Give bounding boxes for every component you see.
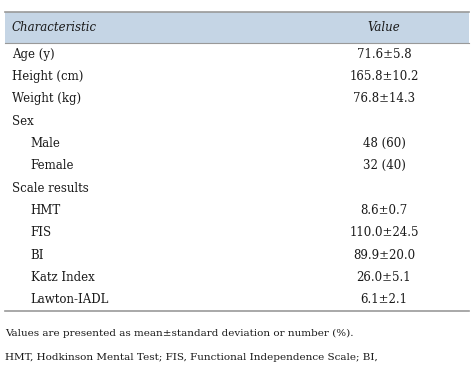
Text: HMT, Hodkinson Mental Test; FIS, Functional Independence Scale; BI,: HMT, Hodkinson Mental Test; FIS, Functio… <box>5 353 377 362</box>
Text: 8.6±0.7: 8.6±0.7 <box>360 204 408 217</box>
Bar <box>5 12 469 43</box>
Text: Male: Male <box>31 137 61 150</box>
Text: 165.8±10.2: 165.8±10.2 <box>349 70 419 83</box>
Text: Lawton-IADL: Lawton-IADL <box>31 293 109 306</box>
Text: 71.6±5.8: 71.6±5.8 <box>356 48 411 61</box>
Text: Characteristic: Characteristic <box>12 21 97 34</box>
Text: BI: BI <box>31 249 44 262</box>
Text: Value: Value <box>367 21 401 34</box>
Text: 110.0±24.5: 110.0±24.5 <box>349 226 419 239</box>
Text: Weight (kg): Weight (kg) <box>12 92 81 105</box>
Text: Scale results: Scale results <box>12 182 89 195</box>
Text: Sex: Sex <box>12 115 34 128</box>
Text: Values are presented as mean±standard deviation or number (%).: Values are presented as mean±standard de… <box>5 328 353 338</box>
Text: 48 (60): 48 (60) <box>363 137 405 150</box>
Text: 26.0±5.1: 26.0±5.1 <box>356 271 411 284</box>
Text: 6.1±2.1: 6.1±2.1 <box>360 293 408 306</box>
Text: 32 (40): 32 (40) <box>363 159 405 172</box>
Text: HMT: HMT <box>31 204 61 217</box>
Bar <box>5 43 469 311</box>
Text: 89.9±20.0: 89.9±20.0 <box>353 249 415 262</box>
Text: 76.8±14.3: 76.8±14.3 <box>353 92 415 105</box>
Text: Female: Female <box>31 159 74 172</box>
Text: FIS: FIS <box>31 226 52 239</box>
Text: Katz Index: Katz Index <box>31 271 94 284</box>
Text: Height (cm): Height (cm) <box>12 70 83 83</box>
Text: Age (y): Age (y) <box>12 48 55 61</box>
